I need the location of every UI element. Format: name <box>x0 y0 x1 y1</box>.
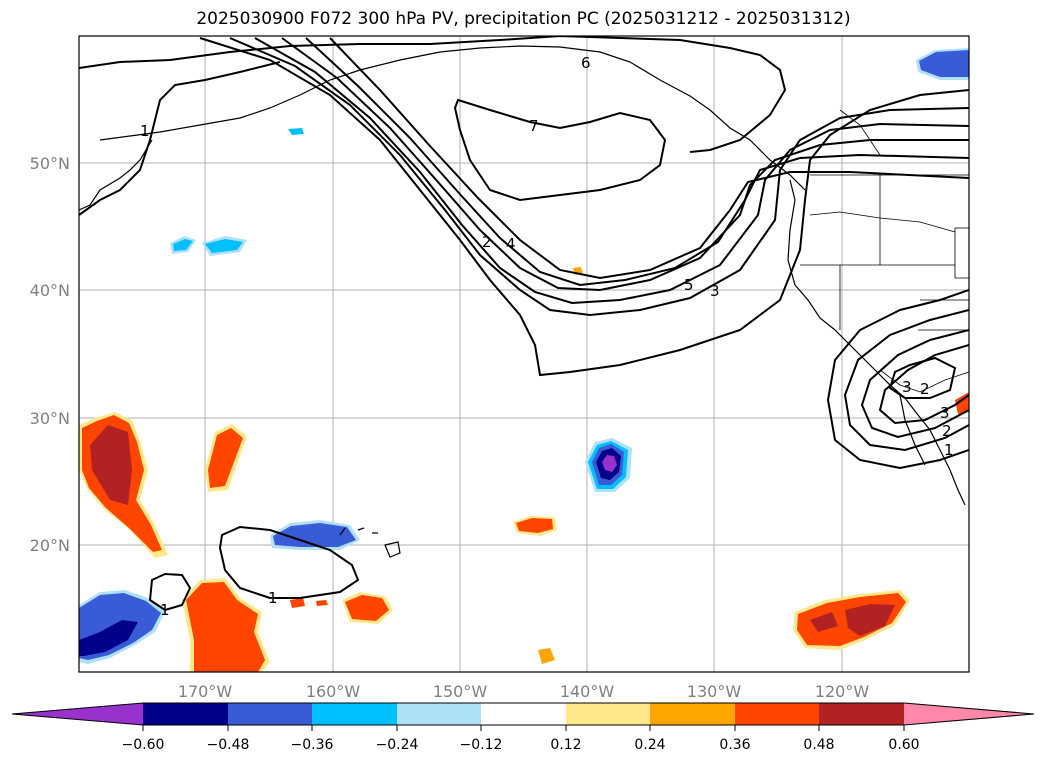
map-title: 2025030900 F072 300 hPa PV, precipitatio… <box>196 9 851 29</box>
contour-label: 1 <box>140 122 150 140</box>
colorbar-tick-label: 0.36 <box>719 737 750 753</box>
graticule <box>79 36 969 672</box>
lat-labels: 50°N 40°N 30°N 20°N <box>30 154 70 555</box>
coastlines <box>79 45 966 558</box>
contour-label: 2 <box>482 233 492 251</box>
colorbar-tick-label: 0.24 <box>634 737 665 753</box>
contour-label: 2 <box>920 380 930 398</box>
colorbar-tick-label: −0.60 <box>122 737 165 753</box>
contour-label: 1 <box>268 589 278 607</box>
colorbar-bin <box>312 703 397 725</box>
contour-label: 2 <box>942 422 952 440</box>
colorbar-extend-low <box>12 703 143 725</box>
colorbar: −0.60 −0.48 −0.36 −0.24 −0.12 0.12 0.24 … <box>11 702 1035 753</box>
lon-label: 130°W <box>687 682 742 701</box>
lat-label: 20°N <box>30 536 70 555</box>
map-frame <box>78 35 970 673</box>
colorbar-bin <box>819 703 904 725</box>
pv-contour-7 <box>453 98 667 202</box>
colorbar-bin <box>228 703 312 725</box>
contour-label: 4 <box>506 235 516 253</box>
lat-label: 50°N <box>30 154 70 173</box>
pv-contour-low <box>826 289 969 470</box>
precip-negative-areas <box>79 48 969 664</box>
contour-labels: 6 7 2 4 5 3 3 2 3 2 1 1 1 1 <box>140 54 954 619</box>
colorbar-tick-label: 0.48 <box>803 737 834 753</box>
colorbar-bin <box>397 703 481 725</box>
colorbar-bin <box>650 703 735 725</box>
lat-label: 30°N <box>30 409 70 428</box>
colorbar-tick-label: −0.24 <box>376 737 419 753</box>
pv-contour-south-1 <box>218 525 360 599</box>
contour-label: 6 <box>581 54 591 72</box>
contour-label: 3 <box>902 378 912 396</box>
pv-contour-1-north <box>79 36 787 153</box>
colorbar-tick-label: −0.48 <box>207 737 250 753</box>
contour-label: 3 <box>940 404 950 422</box>
colorbar-bin <box>735 703 819 725</box>
contour-label: 3 <box>710 282 720 300</box>
precip-positive-areas <box>79 267 969 672</box>
colorbar-bin <box>566 703 650 725</box>
lat-label: 40°N <box>30 281 70 300</box>
pv-contours <box>79 36 969 612</box>
colorbar-tick-label: 0.60 <box>888 737 919 753</box>
contour-label: 7 <box>529 117 539 135</box>
colorbar-tick-label: 0.12 <box>550 737 581 753</box>
colorbar-bin <box>143 703 228 725</box>
lon-label: 150°W <box>433 682 488 701</box>
map-area: 6 7 2 4 5 3 3 2 3 2 1 1 1 1 <box>79 36 969 672</box>
colorbar-extend-high <box>904 703 1034 725</box>
lon-label: 160°W <box>306 682 361 701</box>
lon-label: 120°W <box>815 682 870 701</box>
lon-label: 170°W <box>178 682 233 701</box>
lon-label: 140°W <box>560 682 615 701</box>
contour-label: 1 <box>160 601 170 619</box>
colorbar-tick-label: −0.36 <box>291 737 334 753</box>
contour-label: 5 <box>684 276 694 294</box>
contour-label: 1 <box>944 441 954 459</box>
colorbar-bin <box>481 703 566 725</box>
lon-labels: 170°W 160°W 150°W 140°W 130°W 120°W <box>178 682 870 701</box>
colorbar-tick-label: −0.12 <box>460 737 503 753</box>
borders <box>800 109 969 393</box>
